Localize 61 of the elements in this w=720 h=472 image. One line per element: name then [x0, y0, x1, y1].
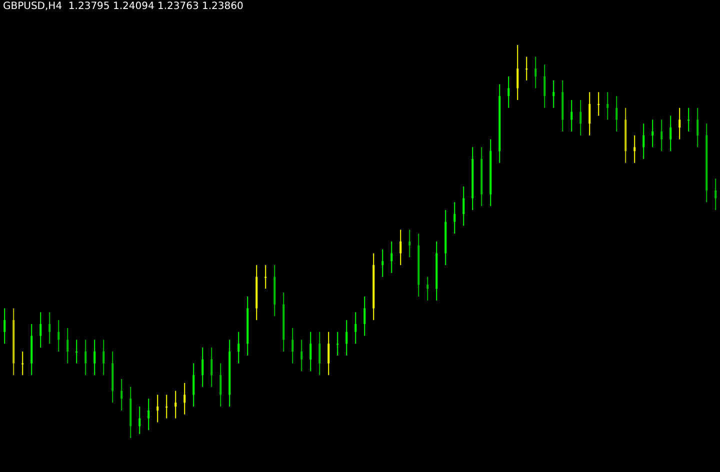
candlestick	[516, 45, 519, 101]
candlestick	[552, 80, 555, 108]
candlestick	[264, 264, 267, 290]
candlestick	[678, 107, 681, 140]
candlestick	[426, 276, 429, 301]
candlestick	[48, 312, 51, 344]
candlestick	[346, 320, 348, 356]
candlestick	[534, 56, 537, 89]
candlestick	[102, 339, 105, 376]
candlestick	[696, 107, 699, 148]
candlestick	[598, 92, 600, 116]
candlestick	[156, 394, 159, 423]
candlestick	[220, 362, 222, 408]
candlestick	[354, 312, 357, 344]
candlestick	[670, 115, 672, 152]
candlestick	[84, 339, 87, 376]
candlestick	[408, 229, 411, 258]
candlestick	[166, 394, 168, 419]
candlestick	[310, 331, 312, 372]
candlestick	[660, 119, 663, 152]
candlestick	[382, 248, 384, 278]
candlestick	[202, 347, 204, 388]
candlestick	[652, 119, 654, 148]
candlestick	[4, 308, 6, 344]
candlestick	[462, 186, 465, 226]
candlestick	[526, 56, 528, 81]
candlestick	[400, 229, 402, 266]
candlestick	[174, 390, 177, 419]
candlestick	[58, 320, 60, 352]
candlestick	[184, 382, 186, 415]
candlestick	[120, 378, 123, 411]
candlestick	[570, 100, 573, 132]
candlestick	[454, 202, 456, 234]
candlestick	[148, 398, 150, 431]
candlestick	[364, 296, 366, 336]
candlestick	[318, 331, 321, 376]
candlestick	[336, 331, 339, 356]
candlestick	[580, 100, 582, 136]
chart-title: GBPUSD,H4 1.23795 1.24094 1.23763 1.23860	[3, 1, 244, 12]
candlestick	[544, 64, 546, 108]
candlestick	[390, 241, 393, 274]
candlestick	[22, 351, 24, 376]
candlestick	[508, 76, 510, 108]
candlestick	[714, 178, 717, 211]
candlestick	[66, 327, 69, 364]
candlestick	[210, 347, 213, 388]
candlestick	[634, 134, 636, 164]
candlestick	[642, 123, 645, 160]
candlestick	[94, 339, 96, 376]
candlestick	[76, 339, 78, 364]
candlestick	[238, 331, 240, 364]
candlestick	[292, 327, 294, 364]
candlestick	[688, 107, 690, 132]
candlestick	[138, 406, 141, 435]
candlestick	[616, 96, 618, 132]
candlestick	[300, 339, 303, 372]
candlestick	[40, 312, 42, 348]
candlestick	[588, 92, 591, 136]
candlestick	[606, 92, 609, 120]
candlestick	[192, 362, 195, 408]
candlestick	[328, 331, 330, 376]
